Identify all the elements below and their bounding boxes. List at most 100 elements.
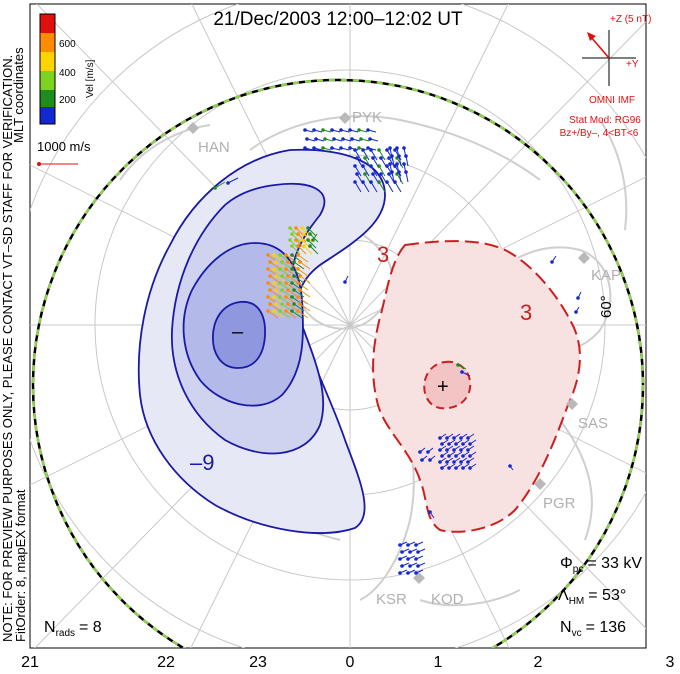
velocity-vector-origin <box>303 146 307 150</box>
velocity-vector-origin <box>447 466 451 470</box>
velocity-vector <box>299 275 311 284</box>
velocity-vector-origin <box>576 296 580 300</box>
velocity-vector <box>275 275 287 284</box>
velocity-vector-origin <box>311 238 315 242</box>
velocity-vector-origin <box>348 146 352 150</box>
velocity-vector-origin <box>296 309 300 313</box>
velocity-vector-origin <box>395 162 399 166</box>
velocity-vector-origin <box>456 363 460 367</box>
velocity-vector-origin <box>438 460 442 464</box>
velocity-vector <box>378 165 386 177</box>
velocity-vector-origin <box>459 460 463 464</box>
velocity-vector <box>354 181 362 193</box>
mlt-label-1: 1 <box>434 654 443 671</box>
velocity-vector-origin <box>397 154 401 158</box>
velocity-vector-origin <box>298 288 302 292</box>
velocity-vector-origin <box>385 180 389 184</box>
velocity-vector-origin <box>461 454 465 458</box>
mlt-label-22: 22 <box>157 654 175 671</box>
velocity-vector-origin <box>302 244 306 248</box>
velocity-vector-origin <box>454 466 458 470</box>
velocity-vector <box>297 245 307 255</box>
velocity-vector-origin <box>296 253 300 257</box>
velocity-vector-origin <box>361 180 365 184</box>
velocity-vector-origin <box>428 510 432 514</box>
fit-statistics: Φpc = 33 kV ΛHM = 53° Nvc = 136 Nrads = 8 <box>44 555 642 639</box>
velocity-vector-origin <box>353 148 357 152</box>
velocity-vector-origin <box>445 460 449 464</box>
velocity-vector-origin <box>460 370 464 374</box>
velocity-vector-origin <box>298 260 302 264</box>
velocity-vector-origin <box>387 156 391 160</box>
velocity-vector <box>394 181 402 193</box>
velocity-vector-origin <box>369 164 373 168</box>
velocity-vector-origin <box>371 156 375 160</box>
velocity-vector <box>362 181 370 193</box>
velocity-vector-origin <box>404 170 408 174</box>
velocity-vector-origin <box>280 274 284 278</box>
velocity-vector <box>293 289 305 298</box>
velocity-vector <box>287 275 299 284</box>
velocity-vector <box>269 289 281 298</box>
velocity-vector <box>269 275 281 284</box>
velocity-vector-origin <box>574 310 578 314</box>
velocity-vector-origin <box>266 281 270 285</box>
velocity-vector-origin <box>294 238 298 242</box>
velocity-vector-origin <box>286 288 290 292</box>
velocity-vector-origin <box>302 232 306 236</box>
velocity-vector <box>275 289 287 298</box>
velocity-vector-origin <box>288 226 292 230</box>
velocity-vector-origin <box>298 274 302 278</box>
velocity-vector-origin <box>388 146 392 150</box>
velocity-vector-origin <box>359 137 363 141</box>
velocity-vector-origin <box>452 460 456 464</box>
velocity-vector-origin <box>361 148 365 152</box>
velocity-vector-origin <box>440 442 444 446</box>
velocity-vector-origin <box>284 309 288 313</box>
velocity-vector-origin <box>303 128 307 132</box>
velocity-vector-origin <box>290 244 294 248</box>
colorbar-label: Vel [m/s] <box>85 59 96 98</box>
velocity-vector-origin <box>371 172 375 176</box>
colorbar-tick-400: 400 <box>59 68 76 79</box>
velocity-vector-origin <box>426 450 430 454</box>
velocity-vector-origin <box>363 156 367 160</box>
velocity-vector-origin <box>398 571 402 575</box>
velocity-vector <box>279 310 291 319</box>
mlt-label-23: 23 <box>249 654 267 671</box>
velocity-vector-origin <box>330 146 334 150</box>
coordinate-system-label: MLT coordinates <box>11 47 26 143</box>
velocity-vector-origin <box>278 295 282 299</box>
velocity-vector-origin <box>296 267 300 271</box>
velocity-vector-origin <box>438 448 442 452</box>
velocity-vector-origin <box>294 226 298 230</box>
velocity-vector-origin <box>400 564 404 568</box>
velocity-vector <box>362 165 370 177</box>
velocity-vector <box>303 245 313 255</box>
station-han: HAN <box>198 139 230 156</box>
velocity-vector-origin <box>272 281 276 285</box>
velocity-vector-origin <box>363 172 367 176</box>
dawn-cell: 3 3 + <box>372 240 581 533</box>
velocity-vector-origin <box>296 295 300 299</box>
velocity-vector <box>214 181 226 189</box>
mlt-label-0: 0 <box>346 654 355 671</box>
velocity-vector-origin <box>447 442 451 446</box>
velocity-vector <box>281 261 293 270</box>
velocity-vector-origin <box>226 181 230 185</box>
velocity-vector <box>227 177 239 184</box>
velocity-vector-origin <box>466 460 470 464</box>
velocity-vector-origin <box>361 164 365 168</box>
velocity-vector-origin <box>330 128 334 132</box>
velocity-vector-origin <box>312 128 316 132</box>
velocity-vector-origin <box>280 288 284 292</box>
velocity-vector <box>275 261 287 270</box>
velocity-vector <box>299 303 311 312</box>
velocity-vector <box>370 165 378 177</box>
velocity-vector-origin <box>286 302 290 306</box>
velocity-vector-origin <box>466 436 470 440</box>
station-kod: KOD <box>431 591 464 608</box>
velocity-vector-origin <box>278 309 282 313</box>
velocity-vector-origin <box>387 172 391 176</box>
velocity-vector <box>281 275 293 284</box>
